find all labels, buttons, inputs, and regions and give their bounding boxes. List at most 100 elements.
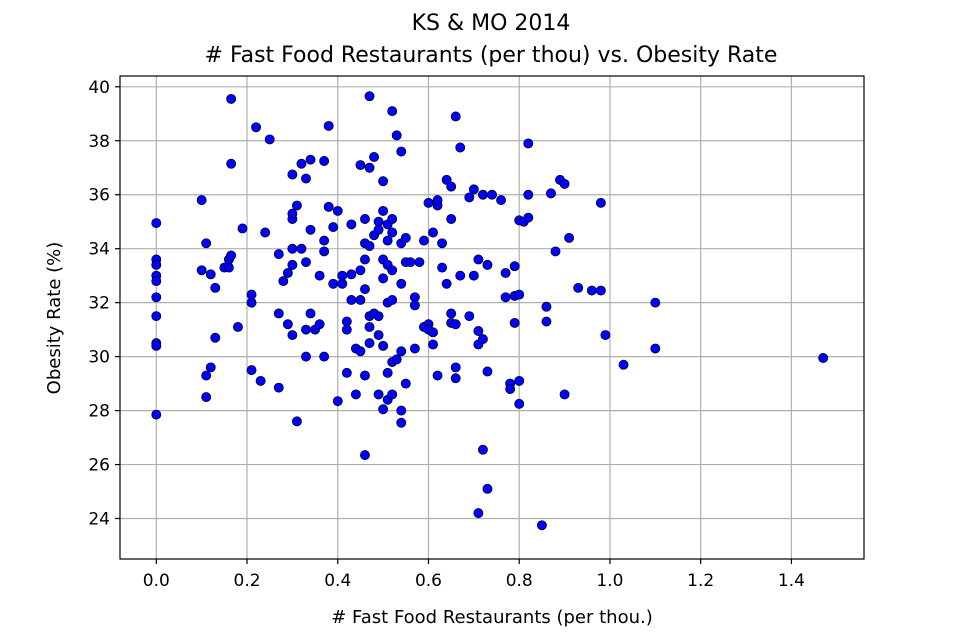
data-point xyxy=(260,227,271,238)
data-point xyxy=(437,238,448,249)
data-point xyxy=(409,343,420,354)
data-point xyxy=(205,269,216,280)
data-point xyxy=(523,138,534,149)
data-point xyxy=(450,373,461,384)
data-point xyxy=(428,227,438,238)
data-point xyxy=(237,223,248,234)
data-point xyxy=(473,254,484,265)
data-point xyxy=(473,326,484,336)
x-axis-label: # Fast Food Restaurants (per thou.) xyxy=(331,607,653,628)
data-point xyxy=(373,389,384,400)
data-point xyxy=(382,235,393,246)
data-point xyxy=(387,389,398,400)
data-point xyxy=(514,398,525,409)
data-points xyxy=(151,91,829,531)
data-point xyxy=(355,160,366,170)
data-point xyxy=(332,205,343,216)
data-point xyxy=(319,351,330,362)
data-point xyxy=(509,261,520,272)
data-point xyxy=(446,308,457,319)
data-point xyxy=(201,238,212,249)
data-point xyxy=(226,158,237,169)
data-point xyxy=(514,289,525,300)
data-point xyxy=(455,270,466,281)
data-point xyxy=(573,282,584,293)
data-point xyxy=(378,404,389,415)
data-point xyxy=(305,154,316,165)
data-point xyxy=(396,417,407,428)
data-point xyxy=(446,181,457,192)
data-point xyxy=(387,295,398,305)
data-point xyxy=(151,276,162,287)
data-point xyxy=(314,270,325,281)
data-point xyxy=(423,197,434,208)
data-point xyxy=(496,195,507,206)
plot-frame xyxy=(119,75,865,560)
x-tick-label: 0.8 xyxy=(506,571,533,591)
data-point xyxy=(400,378,411,389)
y-tick-label: 32 xyxy=(88,294,110,314)
data-point xyxy=(396,146,407,157)
data-point xyxy=(586,285,597,296)
x-tick-label: 0.0 xyxy=(143,571,170,591)
data-point xyxy=(296,243,307,254)
data-point xyxy=(328,278,339,289)
data-point xyxy=(273,382,284,393)
data-point xyxy=(559,178,570,189)
data-point xyxy=(210,282,221,293)
data-point xyxy=(287,330,298,340)
data-point xyxy=(391,354,402,365)
data-point xyxy=(441,174,452,185)
data-point xyxy=(364,321,375,332)
data-point xyxy=(523,212,534,223)
data-point xyxy=(346,269,357,280)
data-point xyxy=(264,134,275,145)
data-point xyxy=(378,340,389,351)
data-point xyxy=(396,346,407,357)
data-point xyxy=(477,444,488,455)
data-point xyxy=(301,351,311,362)
data-point xyxy=(487,189,497,200)
data-point xyxy=(201,392,212,403)
data-point xyxy=(378,273,389,284)
data-point xyxy=(319,235,330,246)
data-point xyxy=(341,367,352,378)
data-point xyxy=(464,192,475,203)
data-point xyxy=(387,265,398,276)
gridlines xyxy=(120,76,864,559)
data-point xyxy=(482,366,493,377)
data-point xyxy=(396,278,407,289)
data-point xyxy=(323,201,334,212)
data-point xyxy=(373,224,384,235)
data-point xyxy=(446,214,457,224)
data-point xyxy=(355,295,366,305)
data-point xyxy=(541,301,552,312)
data-point xyxy=(278,276,289,287)
x-tick-label: 1.2 xyxy=(687,571,714,591)
data-point xyxy=(251,122,262,133)
data-point xyxy=(226,250,237,261)
data-point xyxy=(391,130,402,141)
data-point xyxy=(505,384,516,394)
x-tick-label: 0.6 xyxy=(415,571,442,591)
data-point xyxy=(500,268,511,278)
data-point xyxy=(437,262,448,273)
data-point xyxy=(151,311,162,322)
data-point xyxy=(350,389,361,400)
data-point xyxy=(151,218,162,229)
data-point xyxy=(419,235,429,246)
data-point xyxy=(650,297,661,308)
data-point xyxy=(396,405,407,416)
data-point xyxy=(287,243,298,254)
y-tick-label: 30 xyxy=(88,348,110,368)
data-point xyxy=(432,195,443,206)
data-point xyxy=(151,409,162,420)
y-tick-label: 38 xyxy=(88,132,110,152)
data-point xyxy=(287,259,298,270)
data-point xyxy=(364,241,375,251)
data-point xyxy=(355,265,366,276)
data-point xyxy=(441,278,452,289)
data-point xyxy=(509,317,520,328)
data-point xyxy=(378,205,389,216)
data-point xyxy=(201,370,212,381)
